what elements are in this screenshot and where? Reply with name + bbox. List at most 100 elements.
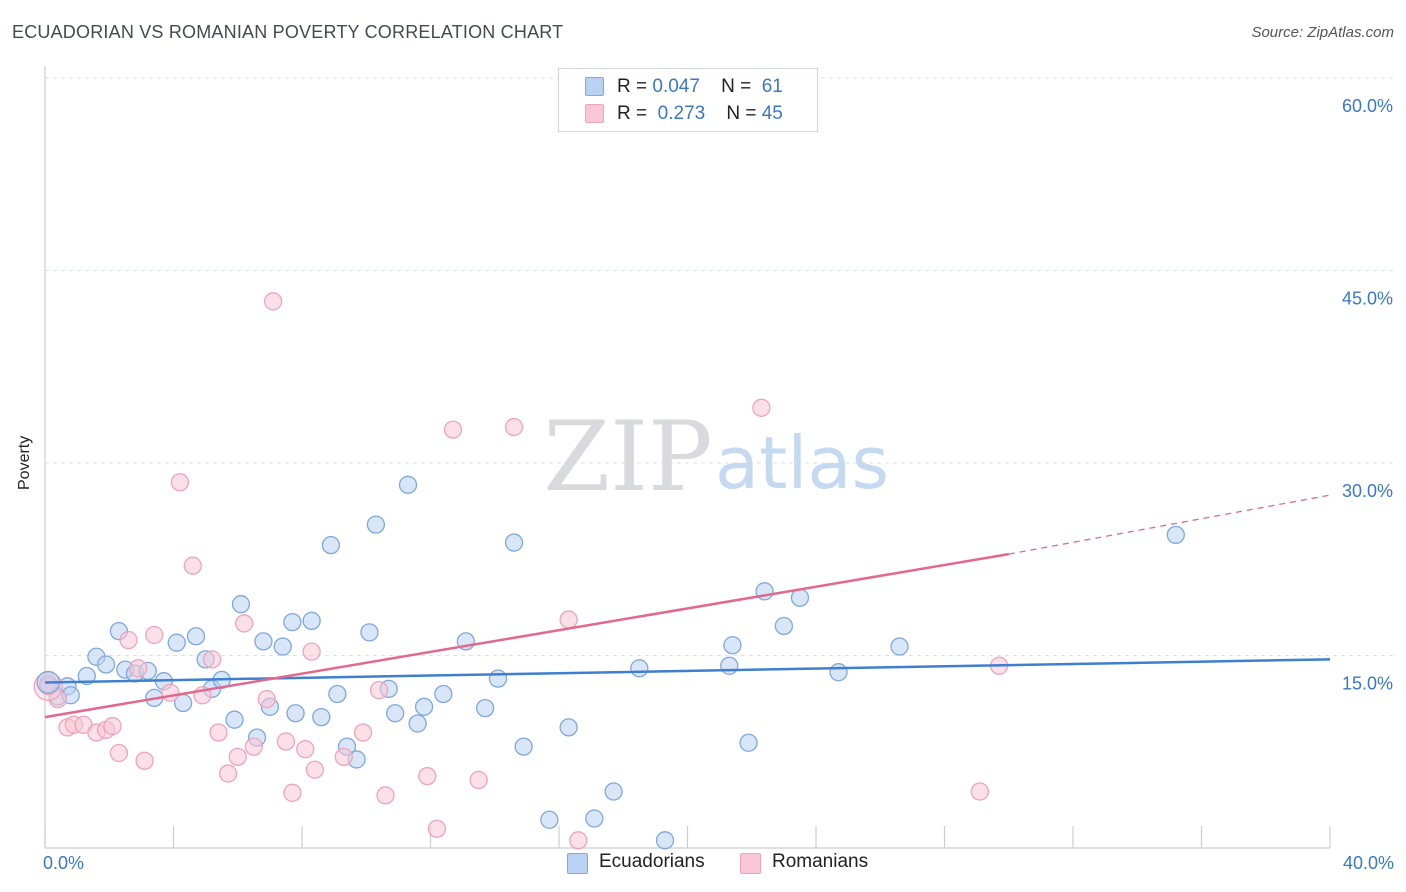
romanian-point xyxy=(569,831,588,850)
romanian-point xyxy=(302,642,321,661)
n-value: 61 xyxy=(761,76,783,97)
y-tick-labels: 15.0% 30.0% 45.0% 60.0% xyxy=(1342,96,1393,694)
n-label: N = xyxy=(721,76,752,97)
romanian-point xyxy=(276,732,296,751)
ecuadorian-point xyxy=(630,659,649,678)
romanian-point xyxy=(235,614,254,633)
legend-label: Ecuadorians xyxy=(599,851,705,872)
romanian-point xyxy=(334,747,353,767)
ecuadorian-point xyxy=(559,718,578,737)
ecuadorian-point xyxy=(585,809,604,828)
ecuadorian-trend-line xyxy=(44,658,1331,684)
romanian-point xyxy=(263,292,283,311)
ecuadorian-point xyxy=(434,684,453,704)
y-tick-label: 45.0% xyxy=(1342,289,1393,309)
watermark-zip: ZIP xyxy=(543,401,712,513)
romanian-point xyxy=(183,556,202,575)
romanian-point xyxy=(145,625,164,645)
romanian-point xyxy=(129,659,148,678)
romanian-point xyxy=(202,650,222,669)
ecuadorian-point xyxy=(890,637,909,656)
ecuadorian-point xyxy=(655,831,675,850)
watermark-atlas: atlas xyxy=(715,421,889,505)
legend-stats: R = 0.273 N = 45 xyxy=(617,103,783,125)
ecuadorian-point xyxy=(790,588,810,607)
romanian-point xyxy=(244,737,263,756)
ecuadorian-point xyxy=(96,655,116,674)
ecuadorian-point xyxy=(386,704,405,723)
x-tick-label-max: 40.0% xyxy=(1342,853,1394,873)
ecuadorian-point xyxy=(739,733,758,752)
ecuadorian-point xyxy=(774,616,794,636)
ecuadorian-point xyxy=(312,707,331,727)
ecuadorian-point xyxy=(360,623,379,642)
x-tick-label-min: 0.0% xyxy=(43,853,85,873)
r-label: R = xyxy=(617,76,648,97)
legend-swatch-pink xyxy=(740,853,761,874)
ecuadorian-point xyxy=(1166,525,1185,545)
ecuadorian-point xyxy=(231,595,251,614)
ecuadorian-point xyxy=(475,698,495,718)
romanian-point xyxy=(283,783,302,802)
romanian-point xyxy=(161,683,180,702)
r-value: 0.273 xyxy=(657,103,706,124)
romanian-point xyxy=(170,473,190,492)
y-tick-label: 30.0% xyxy=(1342,481,1393,501)
ecuadorian-point xyxy=(167,633,186,652)
romanian-trend-extension xyxy=(1008,494,1331,555)
ecuadorian-point xyxy=(273,637,292,656)
legend-label: Romanians xyxy=(772,851,869,872)
romanian-point xyxy=(369,681,389,700)
romanian-point xyxy=(103,716,122,736)
romanian-point xyxy=(353,723,373,742)
trend-lines xyxy=(44,494,1331,719)
romanian-point xyxy=(209,723,228,742)
legend-swatch-blue xyxy=(567,853,588,874)
cluster-point xyxy=(33,671,63,701)
romanian-point xyxy=(469,770,488,790)
romanian-point xyxy=(443,420,463,439)
ecuadorian-point xyxy=(514,737,533,756)
chart-title: ECUADORIAN VS ROMANIAN POVERTY CORRELATI… xyxy=(12,22,564,42)
ecuadorian-point xyxy=(302,611,321,630)
ecuadorian-point xyxy=(488,669,508,688)
ecuadorian-point xyxy=(829,663,848,682)
y-tick-label: 15.0% xyxy=(1342,674,1393,694)
ecuadorian-point xyxy=(225,710,244,729)
ecuadorian-point xyxy=(414,697,434,716)
romanian-point xyxy=(970,782,989,801)
romanian-point xyxy=(305,760,325,779)
series-legend: Ecuadorians Romanians xyxy=(0,851,1406,877)
romanian-point xyxy=(418,766,437,786)
romanian-point xyxy=(48,689,67,709)
ecuadorian-point xyxy=(254,632,273,651)
ecuadorian-point xyxy=(328,684,347,704)
legend-stats: R = 0.047 N = 61 xyxy=(617,76,783,98)
gridlines xyxy=(45,77,1395,656)
ecuadorian-point xyxy=(186,627,206,646)
ecuadorian-point xyxy=(283,612,302,632)
ecuadorian-point xyxy=(540,810,559,829)
ecuadorian-point xyxy=(723,636,742,655)
legend-swatch-blue xyxy=(585,77,604,96)
legend-swatch-pink xyxy=(585,104,604,123)
ecuadorian-point xyxy=(77,666,96,686)
ecuadorian-point xyxy=(286,704,305,723)
n-value: 45 xyxy=(761,103,783,124)
romanian-point xyxy=(228,747,247,767)
romanian-point xyxy=(559,610,578,629)
ecuadorian-point xyxy=(408,714,427,733)
chart-source: Source: ZipAtlas.com xyxy=(1251,24,1394,41)
romanian-point xyxy=(752,398,771,417)
r-value: 0.047 xyxy=(652,76,700,97)
ecuadorian-point xyxy=(604,782,623,801)
watermark: ZIP atlas xyxy=(543,401,889,513)
ecuadorian-point xyxy=(504,533,524,552)
romanian-point xyxy=(119,630,138,650)
romanian-point xyxy=(376,786,395,805)
romanian-trend-line xyxy=(44,552,1009,719)
romanian-point xyxy=(504,417,524,437)
romanian-point xyxy=(135,751,154,770)
romanian-point xyxy=(218,764,238,783)
